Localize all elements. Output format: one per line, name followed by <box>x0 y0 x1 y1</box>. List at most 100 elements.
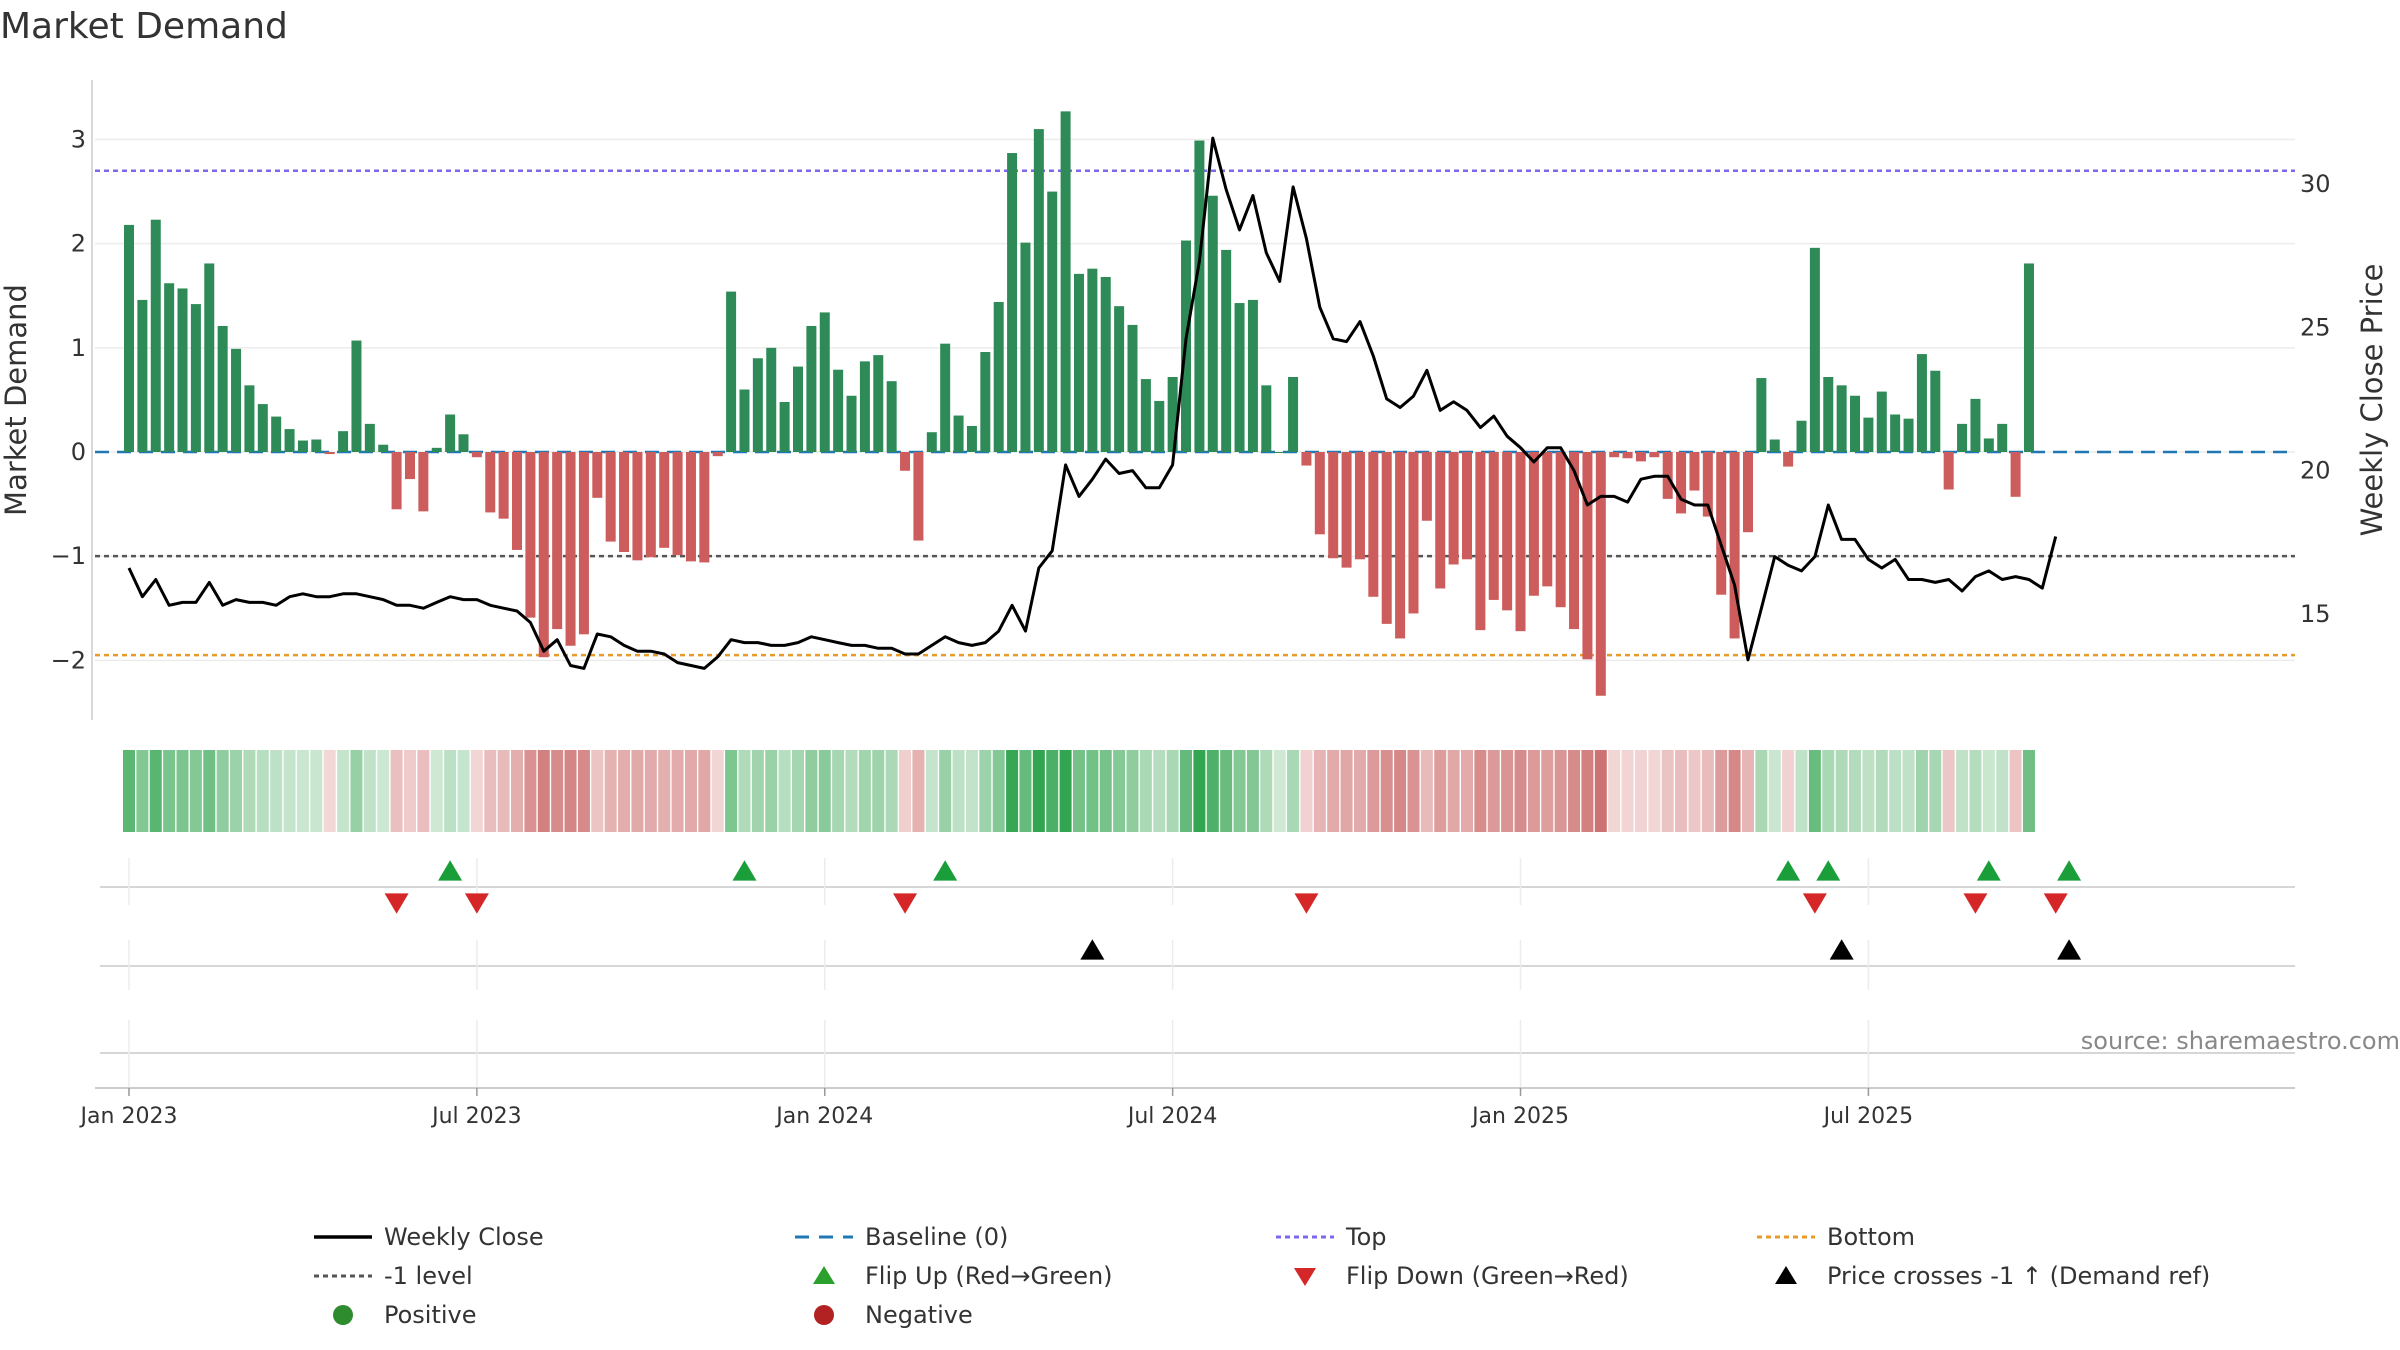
demand-bar <box>1368 452 1379 597</box>
demand-bar <box>418 452 429 512</box>
demand-bar <box>1609 452 1620 458</box>
flip-down-marker <box>1963 893 1988 914</box>
heat-cell <box>1046 750 1059 832</box>
heat-cell <box>979 750 992 832</box>
heat-cell <box>925 750 938 832</box>
heat-cell <box>872 750 885 832</box>
heat-cell <box>845 750 858 832</box>
demand-bar <box>1890 414 1901 452</box>
event-markers <box>384 860 2082 960</box>
price-cross-marker <box>2057 939 2082 960</box>
demand-bar <box>1876 391 1887 452</box>
heat-cell <box>765 750 778 832</box>
flip-up-marker <box>1976 860 2001 881</box>
demand-bar <box>752 358 763 452</box>
heat-cell <box>216 750 229 832</box>
demand-bar <box>1047 191 1058 453</box>
demand-bar <box>1595 452 1606 696</box>
demand-bar <box>378 444 389 452</box>
heat-cell <box>1996 750 2009 832</box>
demand-bar <box>1100 277 1111 452</box>
demand-bar <box>1140 379 1151 452</box>
legend-item: Positive <box>333 1301 477 1329</box>
demand-bar <box>833 369 844 452</box>
heat-cell <box>230 750 243 832</box>
heat-cell <box>1608 750 1621 832</box>
demand-bar <box>886 381 897 452</box>
heat-cell <box>577 750 590 832</box>
heat-cell <box>363 750 376 832</box>
heat-cell <box>1006 750 1019 832</box>
heat-cell <box>1795 750 1808 832</box>
legend-item: Price crosses -1 ↑ (Demand ref) <box>1775 1262 2210 1290</box>
demand-bar <box>578 452 589 635</box>
heat-cell <box>1099 750 1112 832</box>
heat-cell <box>1233 750 1246 832</box>
heat-cell <box>270 750 283 832</box>
demand-bar <box>846 395 857 452</box>
demand-bar <box>645 452 656 558</box>
heat-cell <box>818 750 831 832</box>
legend-item: Flip Down (Green→Red) <box>1294 1262 1629 1290</box>
demand-bar <box>806 325 817 452</box>
demand-bar <box>1247 299 1258 452</box>
heat-cell <box>965 750 978 832</box>
heat-cell <box>751 750 764 832</box>
heat-cell <box>805 750 818 832</box>
demand-bar <box>940 343 951 452</box>
heat-cell <box>537 750 550 832</box>
legend-label: -1 level <box>384 1262 473 1290</box>
heat-cell <box>1581 750 1594 832</box>
x-tick-label: Jul 2023 <box>430 1104 522 1129</box>
demand-bar <box>512 452 523 550</box>
heat-cell <box>671 750 684 832</box>
heat-cell <box>1634 750 1647 832</box>
heat-cell <box>1180 750 1193 832</box>
demand-bar <box>1314 452 1325 535</box>
demand-bar <box>1020 242 1031 452</box>
demand-bar <box>1569 452 1580 630</box>
heat-cell <box>858 750 871 832</box>
demand-bar <box>1502 452 1513 611</box>
demand-bar <box>1328 452 1339 559</box>
demand-bar <box>1274 452 1285 453</box>
demand-bar <box>926 432 937 452</box>
heat-cell <box>1527 750 1540 832</box>
legend-label: Flip Up (Red→Green) <box>865 1262 1113 1290</box>
demand-bar <box>1448 452 1459 565</box>
demand-bar <box>779 402 790 452</box>
source-text: source: sharemaestro.com <box>2081 1027 2400 1055</box>
demand-bar <box>257 404 268 452</box>
heat-cell <box>1313 750 1326 832</box>
demand-bar <box>1769 439 1780 452</box>
demand-bar <box>204 263 215 452</box>
y-tick-label: 1 <box>71 334 86 362</box>
demand-bar <box>1435 452 1446 589</box>
heat-cell <box>430 750 443 832</box>
heat-cell <box>123 750 135 832</box>
heat-cell <box>403 750 416 832</box>
demand-bar <box>1809 247 1820 452</box>
demand-bar <box>1354 452 1365 560</box>
demand-bar <box>1408 452 1419 614</box>
heat-cell <box>1340 750 1353 832</box>
demand-bar <box>1689 452 1700 491</box>
demand-bar <box>1234 303 1245 452</box>
flip-down-marker <box>1802 893 1827 914</box>
y-tick-label: 3 <box>71 126 86 154</box>
demand-bar <box>1475 452 1486 631</box>
demand-bar <box>1528 452 1539 596</box>
heat-cell <box>1768 750 1781 832</box>
demand-bar <box>150 219 161 452</box>
heat-cell <box>1461 750 1473 832</box>
heat-cell <box>1929 750 1942 832</box>
heat-cell <box>1166 750 1179 832</box>
demand-bar <box>980 352 991 452</box>
heat-cell <box>1113 750 1126 832</box>
heat-cell <box>1327 750 1340 832</box>
demand-bar <box>1850 395 1861 452</box>
heat-cell <box>1126 750 1139 832</box>
heat-cell <box>1942 750 1955 832</box>
demand-bar <box>190 304 201 452</box>
legend-item: Baseline (0) <box>795 1223 1008 1251</box>
